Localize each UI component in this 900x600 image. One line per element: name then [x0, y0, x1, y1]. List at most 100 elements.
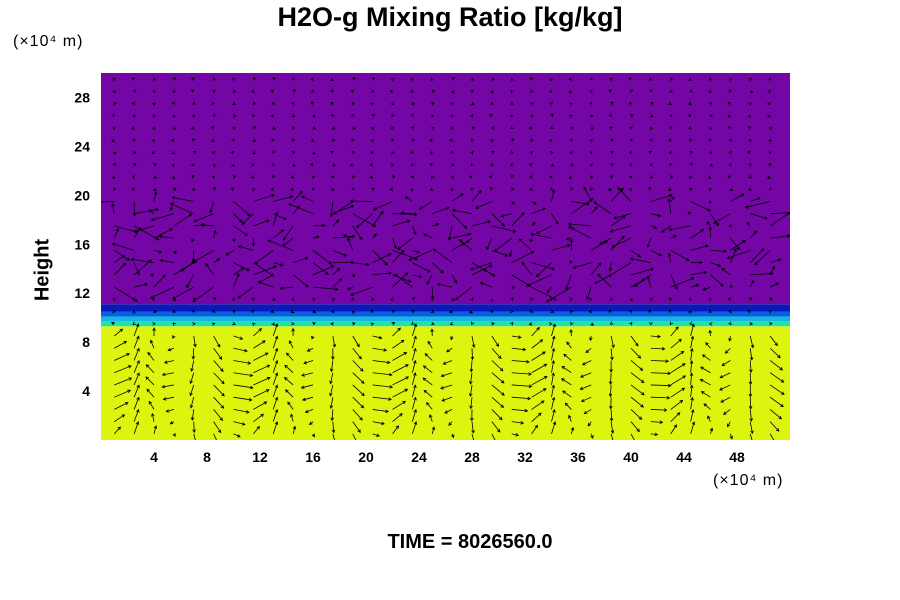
wind-vector [670, 250, 690, 261]
wind-vector-head [289, 195, 294, 199]
wind-vector-head [609, 175, 614, 179]
wind-vector-head [629, 297, 633, 302]
wind-vector [133, 262, 140, 275]
wind-vector-head [648, 77, 653, 81]
y-tick-label: 4 [82, 383, 90, 399]
wind-vector-head [747, 309, 752, 314]
wind-vector [630, 250, 641, 258]
wind-vector-head [272, 297, 276, 302]
wind-vector-head [533, 201, 537, 205]
wind-vector-head [529, 151, 534, 155]
wind-vector-head [210, 138, 215, 142]
wind-vector-head [567, 222, 572, 226]
wind-vector-head [687, 211, 692, 215]
wind-vector-head [728, 223, 732, 228]
wind-vector-head [589, 175, 594, 179]
wind-vector [134, 208, 159, 215]
wind-vector [113, 328, 123, 337]
wind-vector-head [774, 342, 778, 347]
wind-vector [133, 336, 140, 349]
wind-vector [610, 372, 612, 385]
wind-vector-head [586, 202, 590, 206]
wind-vector-head [136, 359, 140, 364]
wind-vector-head [390, 138, 395, 142]
wind-vector-head [750, 344, 755, 349]
wind-vector-head [124, 402, 129, 406]
wind-vector [283, 225, 294, 241]
wind-vector-head [272, 174, 276, 179]
wind-vector-head [158, 234, 163, 239]
wind-vector-head [490, 126, 495, 130]
wind-vector-head [370, 297, 375, 301]
wind-vector-head [291, 113, 296, 117]
wind-vector-head [779, 367, 784, 371]
wind-vector-head [186, 284, 190, 289]
wind-vector-head [112, 126, 117, 131]
wind-vector-head [551, 189, 556, 194]
wind-vector [405, 196, 413, 202]
wind-vector-head [663, 408, 668, 412]
wind-vector [670, 387, 685, 398]
wind-vector-head [498, 416, 503, 421]
wind-vector-head [629, 257, 634, 261]
wind-vector [440, 384, 453, 389]
wind-vector-head [390, 101, 395, 106]
wind-vector [241, 213, 254, 225]
wind-vector-head [413, 421, 418, 425]
wind-vector-head [597, 262, 602, 266]
wind-vector-head [96, 201, 99, 204]
wind-vector [373, 201, 393, 211]
wind-vector-head [690, 396, 694, 401]
wind-vector [213, 396, 224, 409]
wind-vector-head [471, 344, 476, 349]
wind-vector-head [303, 360, 308, 365]
wind-vector [650, 372, 671, 374]
wind-vector-head [373, 233, 377, 238]
wind-vector-head [212, 77, 217, 81]
wind-vector [650, 347, 665, 350]
wind-vector [301, 372, 314, 376]
wind-vector [511, 372, 532, 375]
wind-vector-head [597, 273, 601, 278]
wind-vector-head [232, 126, 237, 130]
wind-vector [233, 409, 250, 413]
wind-vector-head [628, 309, 633, 314]
wind-vector-head [279, 263, 284, 267]
wind-vector [551, 336, 555, 349]
wind-vector-head [127, 389, 132, 393]
wind-vector-head [112, 297, 117, 302]
wind-vector-head [530, 101, 534, 106]
wind-vector-head [173, 187, 177, 191]
wind-vector-head [583, 186, 587, 191]
wind-vector-head [640, 404, 644, 408]
wind-vector-head [431, 89, 436, 94]
wind-vector-head [169, 207, 174, 211]
wind-vector-head [630, 114, 634, 118]
wind-vector-head [111, 113, 116, 117]
wind-vector-head [172, 77, 176, 81]
wind-vector-head [566, 243, 571, 248]
wind-vector-head [792, 211, 795, 214]
wind-vector-head [115, 228, 119, 232]
wind-vector-head [411, 162, 415, 167]
wind-vector-head [211, 309, 216, 313]
wind-vector-head [504, 253, 509, 257]
wind-vector-head [590, 126, 594, 130]
wind-vector [210, 201, 215, 213]
wind-vector-head [489, 309, 493, 314]
wind-vector [352, 360, 364, 372]
wind-vector-head [411, 138, 416, 143]
wind-vector [113, 426, 121, 435]
wind-vector-head [134, 298, 138, 302]
wind-vector-head [667, 252, 672, 257]
wind-vector-head [149, 295, 154, 299]
wind-vector-head [550, 125, 554, 129]
wind-vector-head [515, 433, 520, 437]
wind-vector [491, 384, 505, 396]
wind-vector [133, 360, 140, 373]
wind-vector-head [410, 126, 415, 130]
wind-vector [749, 360, 752, 373]
wind-vector [233, 267, 245, 276]
wind-vector [372, 396, 392, 400]
wind-vector [372, 211, 384, 227]
